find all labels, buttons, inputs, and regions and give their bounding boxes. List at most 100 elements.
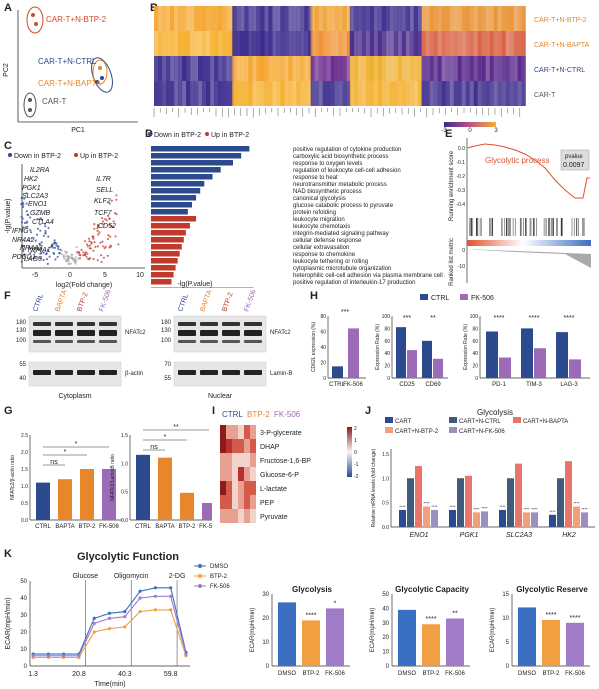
heatmap-cell [461, 6, 466, 31]
heatmap-cell [272, 56, 277, 81]
j-bar [423, 506, 430, 527]
volcano-point [22, 226, 25, 229]
k-bar-title: Glycolytic Capacity [395, 585, 469, 594]
volcano-point [46, 262, 49, 265]
h-sig: *** [403, 315, 411, 322]
heatmap-cell [501, 31, 506, 56]
wb-band [33, 340, 51, 343]
volcano-point [50, 244, 54, 248]
volcano-point [84, 251, 87, 254]
heatmap-cell [433, 6, 438, 31]
i-heat-cell [226, 467, 232, 481]
j-legend-label: CART+N-CTRL [459, 419, 501, 425]
k-series-point [153, 586, 157, 590]
volcano-point [42, 234, 46, 237]
heatmap-cell [194, 6, 199, 31]
volcano-point [102, 245, 105, 248]
volcano-point [28, 245, 31, 248]
go-term-label: heterophilic cell-cell adhesion via plas… [293, 273, 445, 279]
pca-point [95, 80, 99, 84]
wb-mw-marker: 130 [16, 328, 27, 334]
heatmap-cell [178, 56, 183, 81]
heatmap-cell [445, 6, 450, 31]
heatmap-cell [272, 6, 277, 31]
k-bar-ylabel: ECAR(mpH/min) [490, 608, 496, 653]
heatmap-cell [357, 81, 362, 106]
heatmap-cell [264, 56, 269, 81]
h-ylabel: Expression Rate (%) [375, 324, 381, 370]
go-term-label: cellular defense response [293, 238, 362, 244]
volcano-point [86, 252, 89, 255]
volcano-point [20, 197, 23, 200]
heatmap-cell [377, 81, 382, 106]
k-series-line [33, 587, 187, 655]
heatmap-cell [369, 6, 374, 31]
volcano-point [39, 252, 42, 255]
g-ytick: 0.0 [21, 518, 28, 524]
heatmap-cell [457, 31, 462, 56]
wb-band [178, 330, 196, 336]
k-bar-category: BTP-2 [422, 671, 440, 677]
pca-ellipse-cart [23, 92, 37, 118]
h-ytick: 60 [472, 339, 478, 345]
heatmap-cell [461, 56, 466, 81]
wb-mw-marker: 100 [16, 338, 27, 344]
panel-label-k: K [4, 548, 12, 560]
volcano-gene-label: IL2RA [30, 167, 50, 174]
volcano-point [37, 256, 40, 259]
wb-lane-label: BTP-2 [76, 292, 89, 313]
heatmap-cell [425, 81, 430, 106]
metabolite-heatmap: CTRL BTP-2 FK-506 3-P-glycerate DHAP Fruct… [220, 410, 359, 523]
wb-band [77, 330, 95, 336]
volcano-point [108, 217, 111, 220]
heatmap-cell [405, 81, 410, 106]
h-sig: ** [430, 315, 436, 322]
k-xtick: 20.8 [72, 671, 86, 678]
h-ytick: 0 [475, 376, 478, 382]
h-category: FK-506 [343, 382, 363, 388]
heatmap-cell [397, 6, 402, 31]
heatmap-cell [441, 56, 446, 81]
panel-label-a: A [4, 2, 12, 14]
k-bar [326, 608, 344, 666]
heatmap-cell [361, 6, 366, 31]
heatmap-cell [260, 31, 265, 56]
h-bar [521, 328, 533, 378]
i-heat-cell [226, 453, 232, 467]
heatmap-cell [322, 56, 327, 81]
heatmap-cell [326, 6, 331, 31]
k-bar-ytick: 0 [386, 664, 390, 670]
h-ytick: 60 [384, 339, 390, 345]
pca-plot: PC2 PC1 CAR-T+N-BTP-2 CAR-T+N-CTRL CAR-T… [3, 6, 138, 134]
j-sig: **** [581, 506, 588, 511]
heatmap-cell [154, 81, 159, 106]
j-gene-label: SLC2A3 [506, 532, 532, 539]
heatmap-cell [445, 56, 450, 81]
heatmap-cell [389, 81, 394, 106]
volcano-point [36, 217, 40, 221]
volcano-point [74, 256, 78, 259]
h-legend-ctrl: CTRL [431, 295, 449, 302]
volcano-gene-label: LAG3 [24, 256, 42, 263]
go-term-label: cytoplasmic microtubule organization [293, 266, 391, 272]
go-bar-down [151, 146, 250, 152]
volcano-point [58, 252, 61, 255]
wb-mw-marker: 180 [16, 320, 27, 326]
heatmap-cell [244, 81, 249, 106]
panel-label-g: G [4, 405, 13, 417]
volcano-point [37, 248, 40, 251]
j-ytick: 1.0 [382, 476, 389, 482]
k-series-point [62, 654, 66, 658]
volcano-point [71, 253, 74, 256]
heatmap-cell [481, 6, 486, 31]
volcano-point [90, 241, 93, 244]
heatmap-cell [162, 6, 167, 31]
volcano-point [93, 227, 96, 230]
i-heat-cell [226, 495, 232, 509]
heatmap-cell [389, 31, 394, 56]
go-bar-down [151, 188, 201, 194]
volcano-point [53, 246, 57, 249]
heatmap-cell [338, 81, 343, 106]
i-heat-cell [232, 439, 238, 453]
wb-band [178, 340, 196, 343]
